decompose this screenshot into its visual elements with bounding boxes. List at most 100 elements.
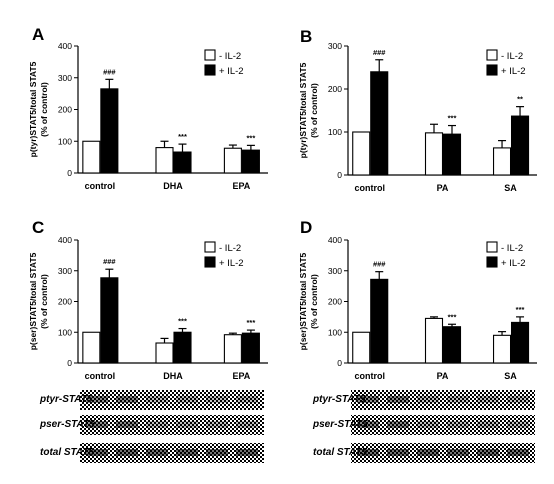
blot-label: total STAT5 <box>313 447 368 458</box>
bar <box>223 147 242 174</box>
x-tick-label: EPA <box>232 371 250 381</box>
y-axis-label: (% of control) <box>39 274 49 329</box>
chart-panel-c: C 0 100 200 300 400 p(ser)STAT5/total STAT5 (% … <box>28 218 268 381</box>
significance-label: ### <box>103 257 116 266</box>
blot-band <box>116 396 138 403</box>
legend-swatch <box>204 241 216 253</box>
y-tick-label: 100 <box>328 327 342 337</box>
x-tick-label: PA <box>437 371 449 381</box>
bar <box>155 147 174 174</box>
legend-swatch <box>486 241 498 253</box>
blot-band <box>357 421 379 428</box>
y-axis-label: p(tyr)STAT5/total STAT5 <box>298 62 308 158</box>
blot-label: ptyr-STAT5 <box>313 394 366 405</box>
bar <box>241 332 260 364</box>
significance-label: *** <box>448 312 457 321</box>
blot-band <box>236 396 258 403</box>
blot-band <box>447 449 469 456</box>
blot-band <box>86 396 108 403</box>
bar <box>352 131 371 176</box>
blot-band <box>146 396 168 403</box>
x-tick-label: DHA <box>163 371 183 381</box>
bar <box>352 331 371 364</box>
panel-letter: D <box>300 218 312 237</box>
blot-band <box>86 449 108 456</box>
significance-label: *** <box>516 305 525 314</box>
blot-band <box>387 421 409 428</box>
bar <box>492 147 512 176</box>
legend-swatch <box>486 64 498 76</box>
blot-band <box>417 396 439 403</box>
bar <box>173 331 192 364</box>
significance-label: ** <box>517 95 523 104</box>
significance-label: ### <box>373 260 386 269</box>
legend-swatch <box>204 49 216 61</box>
blot-band <box>507 396 529 403</box>
blot-band <box>447 396 469 403</box>
legend-entry: + IL-2 <box>501 66 526 77</box>
blot-strip <box>80 443 264 463</box>
x-tick-label: SA <box>504 183 517 193</box>
y-tick-label: 0 <box>337 358 342 368</box>
blot-band <box>387 396 409 403</box>
y-tick-label: 200 <box>58 105 72 115</box>
significance-label: ### <box>373 48 386 57</box>
chart-panel-a: A 0 100 200 300 400 p(tyr)STAT5/total STAT5 (% … <box>28 25 268 191</box>
bar <box>82 140 101 174</box>
y-tick-label: 400 <box>58 41 72 51</box>
blot-strip <box>80 415 264 435</box>
y-tick-label: 400 <box>328 235 342 245</box>
legend-swatch <box>204 256 216 268</box>
blot-label: total STAT5 <box>40 447 95 458</box>
x-tick-label: control <box>354 183 385 193</box>
y-axis-label: (% of control) <box>39 82 49 137</box>
y-tick-label: 200 <box>58 297 72 307</box>
bar <box>173 151 192 174</box>
bar <box>510 321 530 364</box>
blot-band <box>206 449 228 456</box>
blot-label: pser-STAT5 <box>313 419 368 430</box>
y-tick-label: 400 <box>58 235 72 245</box>
significance-label: ### <box>103 67 116 76</box>
bar <box>442 133 462 176</box>
legend-swatch <box>486 256 498 268</box>
y-axis-label: (% of control) <box>309 83 319 138</box>
significance-label: *** <box>448 114 457 123</box>
blot-strip <box>351 443 535 463</box>
legend-entry: - IL-2 <box>219 51 241 62</box>
blot-band <box>387 449 409 456</box>
x-tick-label: DHA <box>163 181 183 191</box>
blot-band <box>236 421 258 428</box>
y-tick-label: 100 <box>58 136 72 146</box>
x-tick-label: control <box>354 371 385 381</box>
y-tick-label: 300 <box>328 266 342 276</box>
y-tick-label: 0 <box>67 168 72 178</box>
significance-label: *** <box>247 133 256 142</box>
y-tick-label: 300 <box>328 41 342 51</box>
bar <box>510 115 530 176</box>
y-tick-label: 100 <box>58 327 72 337</box>
bar <box>370 71 389 176</box>
bar <box>223 334 242 364</box>
legend-swatch <box>486 49 498 61</box>
blot-strip <box>351 390 535 410</box>
bar <box>424 132 444 176</box>
chart-panel-b: B 0 100 200 300 p(tyr)STAT5/total STAT5 (% of … <box>298 27 537 193</box>
blot-band <box>146 421 168 428</box>
y-axis-label: (% of control) <box>309 274 319 329</box>
blot-band <box>417 421 439 428</box>
bar <box>241 149 260 174</box>
blot-band <box>206 421 228 428</box>
blot-band <box>477 396 499 403</box>
bar <box>370 278 389 364</box>
blot-band <box>176 421 198 428</box>
y-tick-label: 200 <box>328 297 342 307</box>
chart-panel-d: D 0 100 200 300 400 p(ser)STAT5/total STAT5 (% … <box>298 218 537 381</box>
x-tick-label: SA <box>504 371 517 381</box>
significance-label: *** <box>178 317 187 326</box>
blot-band <box>116 449 138 456</box>
blot-strip <box>351 415 535 435</box>
legend-entry: - IL-2 <box>219 243 241 254</box>
bar <box>442 326 462 364</box>
panel-letter: B <box>300 27 312 46</box>
